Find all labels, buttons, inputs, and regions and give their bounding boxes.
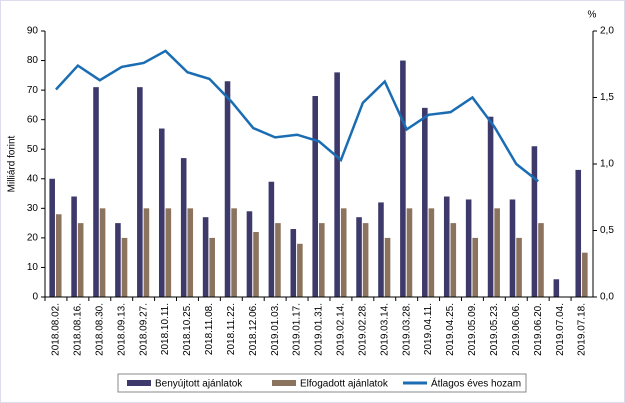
y-tick-label: 50 bbox=[27, 144, 39, 155]
y2-axis-label: % bbox=[588, 10, 597, 21]
x-tick-label: 2019.06.20. bbox=[533, 303, 544, 356]
x-tick-label: 2019.01.03. bbox=[270, 303, 281, 356]
bar bbox=[378, 202, 384, 297]
x-tick-label: 2018.11.22. bbox=[226, 303, 237, 355]
y-tick-label: 0 bbox=[32, 292, 38, 303]
bar bbox=[253, 231, 259, 297]
y2-tick-label: 2,0 bbox=[600, 26, 614, 37]
x-tick-label: 2018.10.11. bbox=[160, 303, 171, 355]
bar bbox=[538, 223, 544, 297]
y-tick-label: 60 bbox=[27, 114, 39, 125]
legend-label: Benyújtott ajánlatok bbox=[155, 379, 243, 390]
y-tick-label: 30 bbox=[27, 203, 39, 214]
x-tick-label: 2019.04.11. bbox=[423, 303, 434, 355]
bar bbox=[180, 158, 187, 297]
x-tick-label: 2018.10.25. bbox=[182, 303, 193, 356]
x-tick-label: 2019.02.14. bbox=[336, 303, 347, 356]
bar bbox=[356, 217, 362, 297]
bar bbox=[319, 223, 325, 297]
x-tick-label: 2019.01.17. bbox=[292, 303, 303, 356]
bar bbox=[487, 116, 494, 297]
bar bbox=[384, 237, 391, 297]
x-tick-label: 2019.07.18. bbox=[577, 303, 588, 356]
bar bbox=[450, 223, 457, 297]
x-tick-label: 2018.11.08. bbox=[204, 303, 215, 355]
bar bbox=[143, 208, 150, 297]
bar bbox=[224, 81, 231, 297]
bar bbox=[246, 211, 253, 297]
x-tick-label: 2018.09.27. bbox=[138, 303, 149, 356]
bar bbox=[121, 237, 128, 297]
bar bbox=[531, 146, 538, 297]
y-tick-label: 70 bbox=[27, 85, 39, 96]
bar bbox=[209, 237, 215, 297]
bar bbox=[77, 223, 84, 297]
bar bbox=[297, 243, 303, 297]
y-tick-label: 80 bbox=[27, 55, 39, 66]
y2-tick-label: 1,0 bbox=[600, 159, 614, 170]
bar bbox=[275, 223, 281, 297]
bar bbox=[428, 208, 435, 297]
y-tick-label: 20 bbox=[27, 233, 39, 244]
y2-tick-label: 0,0 bbox=[600, 292, 614, 303]
y-tick-label: 90 bbox=[27, 26, 39, 37]
bar bbox=[406, 208, 413, 297]
line bbox=[55, 49, 539, 183]
bar bbox=[553, 279, 560, 297]
bar bbox=[443, 196, 450, 297]
x-tick-label: 2018.09.13. bbox=[116, 303, 127, 356]
y2-tick-label: 0,5 bbox=[600, 225, 614, 236]
x-tick-label: 2018.08.02. bbox=[51, 303, 62, 356]
bar bbox=[231, 208, 237, 297]
x-tick-label: 2019.03.14. bbox=[379, 303, 390, 356]
bar bbox=[494, 208, 500, 297]
bar bbox=[268, 181, 275, 297]
bar bbox=[509, 199, 516, 297]
legend-swatch bbox=[127, 380, 151, 386]
bar bbox=[115, 223, 121, 297]
x-tick-label: 2019.06.06. bbox=[511, 303, 522, 356]
bar bbox=[582, 252, 588, 297]
bar bbox=[334, 72, 340, 297]
bar bbox=[71, 196, 77, 297]
x-tick-label: 2019.05.09. bbox=[467, 303, 478, 356]
bar bbox=[400, 60, 406, 297]
x-tick-label: 2019.02.28. bbox=[357, 303, 368, 356]
x-tick-label: 2018.08.16. bbox=[73, 303, 84, 356]
x-tick-label: 2018.12.06. bbox=[248, 303, 259, 356]
x-tick-label: 2019.03.28. bbox=[401, 303, 412, 356]
y-tick-label: 10 bbox=[27, 262, 39, 273]
bar bbox=[158, 128, 165, 297]
bar bbox=[49, 178, 55, 297]
bar bbox=[290, 229, 297, 297]
legend-label: Átlagos éves hozam bbox=[431, 377, 521, 390]
bar bbox=[93, 87, 99, 298]
bar bbox=[137, 87, 143, 298]
bar bbox=[55, 214, 62, 297]
bar bbox=[340, 208, 347, 297]
bar bbox=[516, 237, 522, 297]
bar bbox=[465, 199, 472, 297]
bar bbox=[472, 237, 479, 297]
x-tick-label: 2018.08.30. bbox=[94, 303, 105, 356]
x-tick-label: 2019.05.23. bbox=[489, 303, 500, 356]
y-tick-label: 40 bbox=[27, 173, 39, 184]
bar bbox=[99, 208, 106, 297]
bar bbox=[165, 208, 172, 297]
legend-swatch bbox=[272, 380, 296, 386]
bar bbox=[187, 208, 194, 297]
x-tick-label: 2019.01.31. bbox=[314, 303, 325, 356]
legend-label: Elfogadott ajánlatok bbox=[300, 379, 389, 390]
bar bbox=[362, 223, 369, 297]
y2-tick-label: 1,5 bbox=[600, 92, 614, 103]
legend-box bbox=[117, 373, 527, 393]
y-axis-label: Milliárd forint bbox=[7, 135, 18, 192]
bar bbox=[575, 169, 582, 297]
bar bbox=[202, 217, 209, 297]
x-tick-label: 2019.04.25. bbox=[445, 303, 456, 356]
bar bbox=[312, 96, 318, 298]
x-tick-label: 2019.07.04. bbox=[555, 303, 566, 356]
bar bbox=[422, 107, 428, 297]
